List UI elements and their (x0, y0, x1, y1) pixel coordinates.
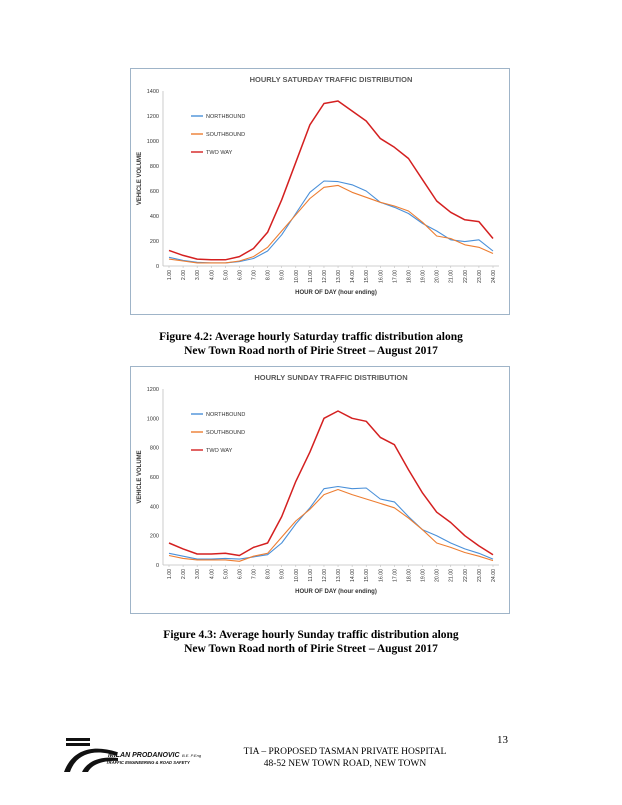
x-tick-label: 15.00 (364, 270, 370, 283)
x-tick-label: 7.00 (252, 569, 258, 579)
y-axis-label: VEHICLE VOLUME (137, 450, 143, 503)
x-tick-label: 9.00 (280, 569, 286, 579)
x-tick-label: 8.00 (266, 270, 272, 280)
x-tick-label: 14.00 (350, 270, 356, 283)
x-tick-label: 1.00 (167, 569, 173, 579)
x-tick-label: 23.00 (477, 569, 483, 582)
x-tick-label: 20.00 (435, 569, 441, 582)
x-tick-label: 5.00 (223, 270, 229, 280)
saturday-chart-svg: HOURLY SATURDAY TRAFFIC DISTRIBUTION 0 200… (137, 75, 499, 296)
x-tick-label: 4.00 (209, 569, 215, 579)
x-axis-label: HOUR OF DAY (hour ending) (295, 290, 377, 296)
y-tick-label: 1000 (147, 416, 159, 422)
logo-tagline: TRAFFIC ENGINEERING & ROAD SAFETY (106, 760, 191, 765)
page-number: 13 (497, 734, 508, 746)
x-tick-label: 8.00 (266, 569, 272, 579)
x-tick-label: 3.00 (195, 270, 201, 280)
x-tick-label: 12.00 (322, 270, 328, 283)
caption-line-2: New Town Road north of Pirie Street – Au… (184, 643, 438, 655)
x-tick-label: 19.00 (421, 569, 427, 582)
x-tick-label: 10.00 (294, 569, 300, 582)
x-tick-label: 24.00 (491, 270, 497, 283)
x-tick-label: 9.00 (280, 270, 286, 280)
y-tick-label: 600 (150, 475, 159, 481)
x-tick-label: 11.00 (308, 270, 314, 283)
saturday-chart: HOURLY SATURDAY TRAFFIC DISTRIBUTION 0 200… (130, 68, 510, 315)
chart-title: HOURLY SUNDAY TRAFFIC DISTRIBUTION (254, 373, 407, 382)
x-tick-label: 13.00 (336, 569, 342, 582)
series-line-two-way (168, 410, 494, 557)
y-tick-label: 200 (150, 239, 159, 245)
x-tick-label: 13.00 (336, 270, 342, 283)
figure-caption-saturday: Figure 4.2: Average hourly Saturday traf… (0, 330, 622, 358)
x-tick-label: 20.00 (435, 270, 441, 283)
y-tick-label: 200 (150, 534, 159, 540)
logo-name: MILAN PRODANOVIC (108, 752, 181, 759)
x-tick-label: 22.00 (463, 270, 469, 283)
series-line-northbound (168, 180, 494, 264)
x-tick-label: 23.00 (477, 270, 483, 283)
sunday-chart-svg: HOURLY SUNDAY TRAFFIC DISTRIBUTION 0 200 40… (137, 373, 499, 595)
x-tick-label: 5.00 (223, 569, 229, 579)
legend-label: TWO WAY (206, 150, 233, 156)
y-tick-label: 0 (156, 264, 159, 270)
series-line-southbound (168, 488, 494, 562)
x-tick-label: 11.00 (308, 569, 314, 582)
x-tick-label: 18.00 (406, 270, 412, 283)
legend-label: SOUTHBOUND (206, 430, 245, 436)
sunday-chart: HOURLY SUNDAY TRAFFIC DISTRIBUTION 0 200 40… (130, 366, 510, 614)
footer-line-2: 48-52 NEW TOWN ROAD, NEW TOWN (263, 759, 427, 769)
x-tick-label: 21.00 (449, 569, 455, 582)
x-tick-label: 2.00 (181, 569, 187, 579)
y-tick-label: 800 (150, 164, 159, 170)
chart-title: HOURLY SATURDAY TRAFFIC DISTRIBUTION (250, 75, 413, 84)
x-tick-label: 16.00 (378, 270, 384, 283)
x-tick-label: 10.00 (294, 270, 300, 283)
x-tick-label: 14.00 (350, 569, 356, 582)
x-tick-label: 16.00 (378, 569, 384, 582)
y-tick-label: 800 (150, 446, 159, 452)
y-tick-label: 1200 (147, 114, 159, 120)
x-tick-label: 22.00 (463, 569, 469, 582)
x-tick-label: 15.00 (364, 569, 370, 582)
footer-line-1: TIA – PROPOSED TASMAN PRIVATE HOSPITAL (243, 747, 447, 757)
x-tick-label: 4.00 (209, 270, 215, 280)
legend-label: SOUTHBOUND (206, 132, 245, 138)
x-tick-label: 17.00 (392, 270, 398, 283)
x-tick-label: 21.00 (449, 270, 455, 283)
legend-label: TWO WAY (206, 448, 233, 454)
x-tick-label: 19.00 (421, 270, 427, 283)
x-tick-label: 12.00 (322, 569, 328, 582)
y-axis-label: VEHICLE VOLUME (137, 152, 143, 205)
x-axis-label: HOUR OF DAY (hour ending) (295, 589, 377, 595)
x-tick-label: 24.00 (491, 569, 497, 582)
y-tick-label: 600 (150, 189, 159, 195)
x-tick-label: 7.00 (252, 270, 258, 280)
x-tick-label: 6.00 (237, 569, 243, 579)
x-tick-label: 3.00 (195, 569, 201, 579)
y-tick-label: 1400 (147, 89, 159, 95)
caption-line-2: New Town Road north of Pirie Street – Au… (184, 345, 438, 357)
x-tick-label: 17.00 (392, 569, 398, 582)
caption-line-1: Figure 4.2: Average hourly Saturday traf… (159, 331, 463, 343)
legend-label: NORTHBOUND (206, 412, 245, 418)
logo-suffix: B.E. P.Eng (182, 753, 202, 758)
y-tick-label: 1000 (147, 139, 159, 145)
y-tick-label: 400 (150, 214, 159, 220)
y-tick-label: 0 (156, 563, 159, 569)
y-tick-label: 1200 (147, 387, 159, 393)
x-tick-label: 1.00 (167, 270, 173, 280)
x-tick-label: 18.00 (406, 569, 412, 582)
x-tick-label: 2.00 (181, 270, 187, 280)
figure-caption-sunday: Figure 4.3: Average hourly Sunday traffi… (0, 628, 622, 656)
series-line-two-way (168, 100, 494, 261)
y-tick-label: 400 (150, 504, 159, 510)
legend-label: NORTHBOUND (206, 114, 245, 120)
company-logo: MILAN PRODANOVIC B.E. P.Eng TRAFFIC ENGI… (64, 738, 202, 772)
series-line-southbound (168, 184, 494, 264)
x-tick-label: 6.00 (237, 270, 243, 280)
series-line-northbound (168, 485, 494, 560)
footer: TIA – PROPOSED TASMAN PRIVATE HOSPITAL 4… (220, 746, 470, 770)
caption-line-1: Figure 4.3: Average hourly Sunday traffi… (163, 629, 459, 641)
